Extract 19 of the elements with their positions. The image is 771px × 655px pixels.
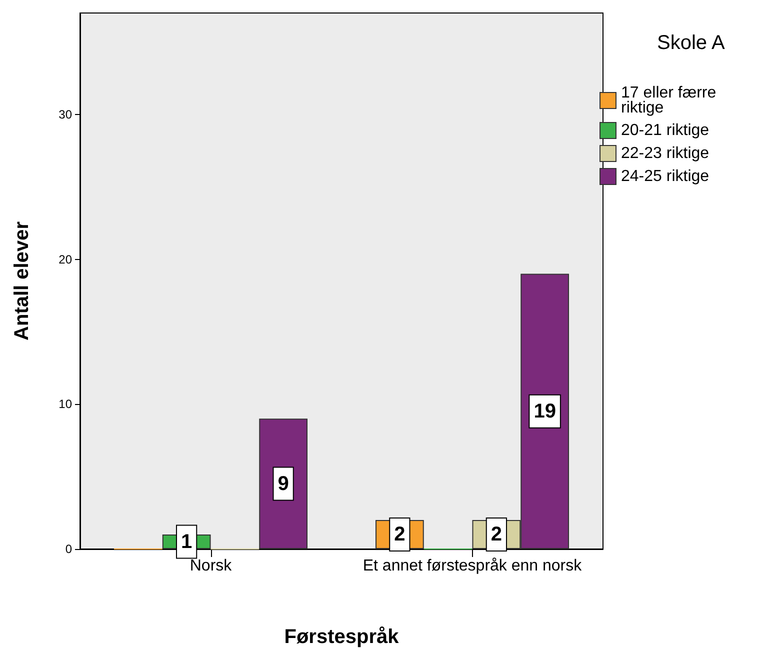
x-tick-label: Norsk [190, 558, 233, 574]
legend-label: 17 eller færre riktige [621, 84, 721, 116]
y-tick-label: 20 [58, 252, 72, 266]
x-axis-title: Førstespråk [284, 626, 400, 648]
data-label: 19 [534, 400, 556, 422]
data-label: 2 [490, 524, 502, 546]
y-tick-label: 10 [58, 397, 72, 412]
y-tick-label: 30 [58, 107, 72, 122]
legend-label: 22-23 riktige [621, 145, 710, 162]
data-label: 1 [181, 530, 192, 553]
legend-label: 20-21 riktige [621, 122, 710, 139]
data-label: 2 [394, 524, 406, 546]
y-axis-title: Antall elever [11, 221, 33, 340]
x-tick-label: Et annet førstespråk enn norsk [362, 558, 583, 574]
data-label: 9 [278, 472, 289, 495]
y-tick-label: 0 [65, 542, 72, 556]
legend-label: 24-25 riktige [621, 168, 710, 185]
legend-title: Skole A [657, 32, 726, 54]
bar [259, 418, 308, 549]
